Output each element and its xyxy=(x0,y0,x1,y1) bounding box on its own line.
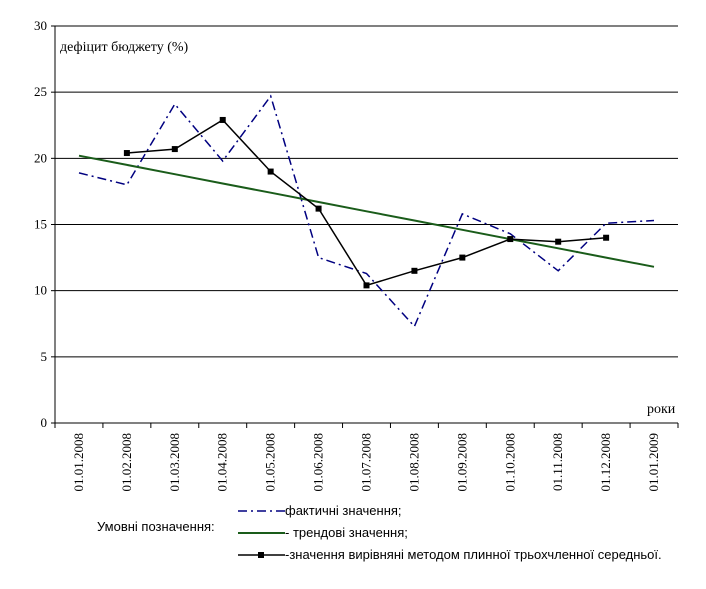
x-tick-label: 01.09.2008 xyxy=(454,433,469,492)
y-tick-label: 5 xyxy=(41,349,48,364)
series-line-trend xyxy=(78,154,655,268)
x-tick-label: 01.08.2008 xyxy=(406,433,421,492)
x-axis-label: роки xyxy=(647,402,676,417)
data-point-moving-average xyxy=(267,168,274,175)
data-point-moving-average xyxy=(123,150,130,157)
x-tick-label: 01.02.2008 xyxy=(119,433,134,492)
series-line-actual xyxy=(78,94,655,328)
y-axis-label: дефіцит бюджету (%) xyxy=(60,40,189,55)
data-point-moving-average xyxy=(171,146,178,153)
data-point-moving-average xyxy=(219,116,226,123)
legend: Умовні позначення: фактичні значення; - … xyxy=(97,503,662,562)
data-point-moving-average xyxy=(411,267,418,274)
data-point-moving-average xyxy=(363,282,370,289)
y-tick-label: 30 xyxy=(34,18,47,33)
legend-title: Умовні позначення: xyxy=(97,519,215,534)
data-point-moving-average xyxy=(459,254,466,261)
y-tick-label: 25 xyxy=(34,84,47,99)
x-tick-label: 01.01.2008 xyxy=(71,433,86,492)
grid-lines xyxy=(55,25,678,358)
x-tick-label: 01.12.2008 xyxy=(598,433,613,492)
x-tick-label: 01.03.2008 xyxy=(167,433,182,492)
y-tick-label: 15 xyxy=(34,217,47,232)
x-tick-label: 01.06.2008 xyxy=(311,433,326,492)
x-tick-label: 01.01.2009 xyxy=(646,433,661,492)
x-tick-label: 01.10.2008 xyxy=(502,433,517,492)
data-point-moving-average xyxy=(603,234,610,241)
x-tick-label: 01.05.2008 xyxy=(263,433,278,492)
legend-entry-moving-average: -значення вирівняні методом плинної трьо… xyxy=(285,547,662,562)
series-line-moving-average xyxy=(126,119,607,287)
x-tick-labels: 01.01.2008 01.02.2008 01.03.2008 01.04.2008… xyxy=(54,423,679,492)
y-tick-labels: 0 5 10 15 20 25 30 xyxy=(34,18,55,430)
y-tick-label: 20 xyxy=(34,150,47,165)
x-tick-label: 01.04.2008 xyxy=(215,433,230,492)
x-tick-label: 01.11.2008 xyxy=(550,433,565,491)
y-tick-label: 0 xyxy=(41,415,48,430)
data-point-moving-average xyxy=(555,238,562,245)
legend-entry-trend: - трендові значення; xyxy=(285,525,408,540)
data-point-moving-average xyxy=(315,205,322,212)
legend-entry-actual: фактичні значення; xyxy=(285,503,402,518)
data-point-moving-average xyxy=(507,236,514,243)
x-tick-label: 01.07.2008 xyxy=(359,433,374,492)
series-group xyxy=(78,94,655,328)
legend-marker-moving-average xyxy=(258,552,264,558)
y-tick-label: 10 xyxy=(34,283,47,298)
